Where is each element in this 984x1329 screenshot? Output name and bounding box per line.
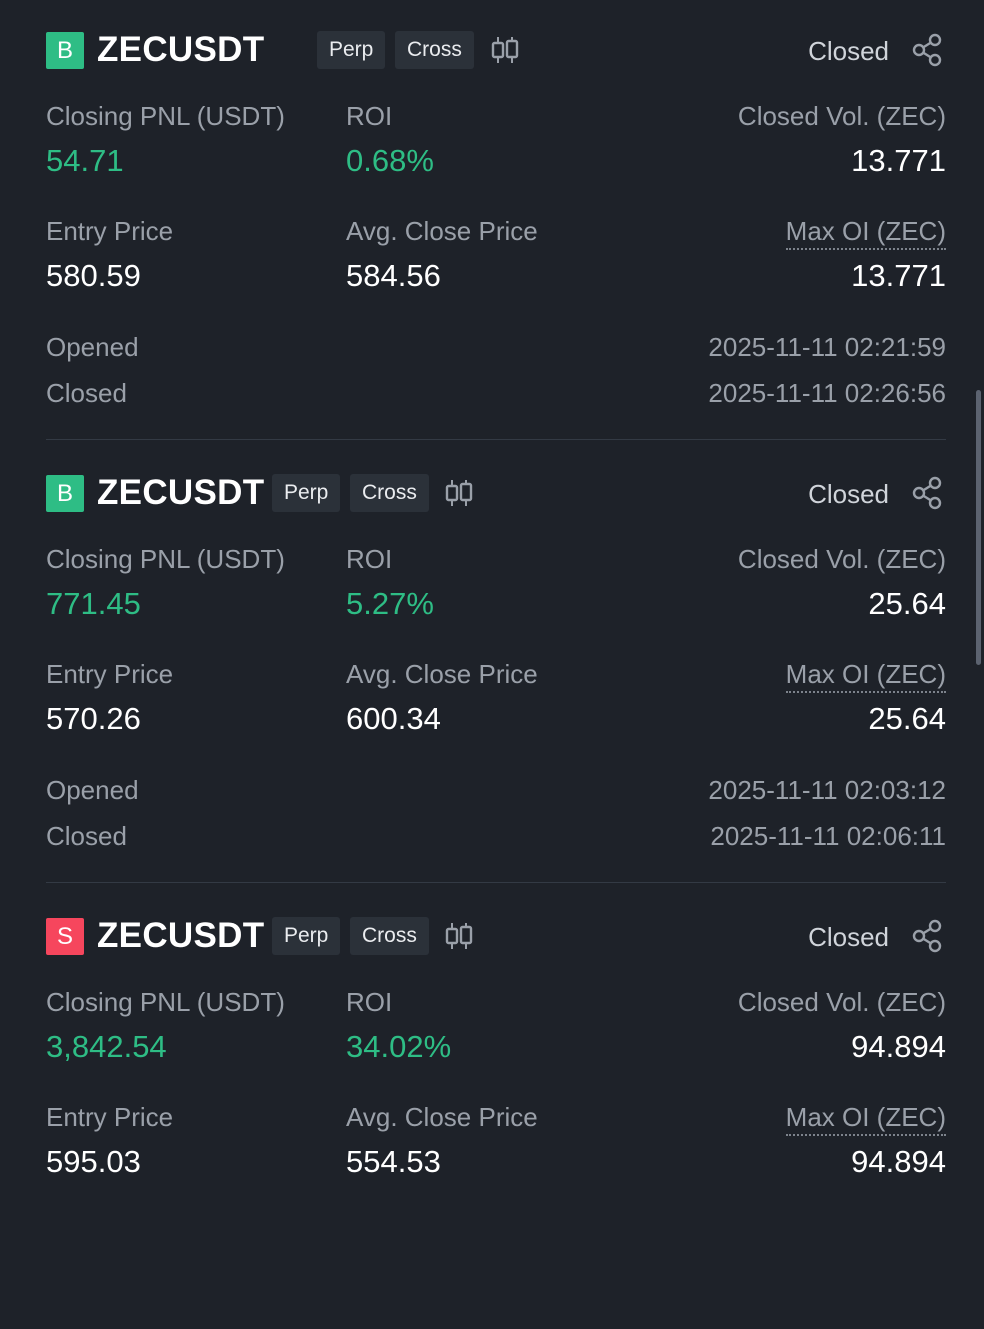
entry-price-value: 580.59 (46, 258, 141, 293)
max-oi-label[interactable]: Max OI (ZEC) (785, 658, 946, 693)
closed-vol-value: 25.64 (868, 586, 946, 621)
max-oi-value: 13.771 (851, 258, 946, 293)
scrollbar-thumb[interactable] (976, 390, 981, 665)
roi-label: ROI (346, 544, 393, 574)
margin-mode-tag: Cross (395, 31, 474, 69)
closed-time: 2025-11-11 02:26:56 (708, 378, 946, 408)
candlestick-chart-icon[interactable] (489, 34, 521, 66)
side-badge-sell: S (46, 918, 84, 955)
closing-pnl-label: Closing PNL (USDT) (46, 987, 285, 1017)
entry-price-value: 570.26 (46, 701, 141, 736)
avg-close-price-label: Avg. Close Price (346, 1102, 538, 1132)
candlestick-chart-icon[interactable] (443, 477, 475, 509)
symbol-name[interactable]: ZECUSDT (97, 916, 265, 955)
opened-time: 2025-11-11 02:03:12 (708, 775, 946, 805)
closed-vol-label: Closed Vol. (ZEC) (737, 544, 946, 574)
avg-close-price-label: Avg. Close Price (346, 216, 538, 246)
avg-close-price-value: 584.56 (346, 258, 441, 293)
share-icon[interactable] (910, 475, 944, 511)
opened-label: Opened (46, 775, 139, 805)
position-header: S ZECUSDT Perp Cross Closed (46, 916, 946, 956)
entry-price-label: Entry Price (46, 216, 174, 246)
max-oi-value: 25.64 (868, 701, 946, 736)
closed-label: Closed (46, 378, 127, 408)
closed-label: Closed (46, 821, 127, 851)
contract-type-tag: Perp (317, 31, 386, 69)
position-card: B ZECUSDT Perp Cross Closed Closing PNL … (46, 0, 946, 443)
contract-type-tag: Perp (272, 917, 341, 955)
margin-mode-tag: Cross (350, 474, 429, 512)
contract-type-tag: Perp (272, 474, 341, 512)
symbol-name[interactable]: ZECUSDT (97, 473, 265, 512)
symbol-name[interactable]: ZECUSDT (97, 30, 265, 69)
position-status: Closed (808, 479, 889, 509)
position-status: Closed (808, 36, 889, 66)
avg-close-price-label: Avg. Close Price (346, 659, 538, 689)
position-header: B ZECUSDT Perp Cross Closed (46, 473, 946, 513)
entry-price-label: Entry Price (46, 1102, 174, 1132)
closed-time: 2025-11-11 02:06:11 (710, 821, 946, 851)
entry-price-label: Entry Price (46, 659, 174, 689)
position-status: Closed (808, 922, 889, 952)
share-icon[interactable] (910, 918, 944, 954)
roi-value: 0.68% (346, 143, 434, 178)
max-oi-label[interactable]: Max OI (ZEC) (785, 215, 946, 250)
margin-mode-tag: Cross (350, 917, 429, 955)
card-divider (46, 882, 946, 883)
closing-pnl-label: Closing PNL (USDT) (46, 101, 285, 131)
avg-close-price-value: 600.34 (346, 701, 441, 736)
position-card: B ZECUSDT Perp Cross Closed Closing PNL … (46, 443, 946, 886)
position-card: S ZECUSDT Perp Cross Closed Closing PNL … (46, 886, 946, 1329)
opened-time: 2025-11-11 02:21:59 (708, 332, 946, 362)
opened-label: Opened (46, 332, 139, 362)
share-icon[interactable] (910, 32, 944, 68)
closed-vol-label: Closed Vol. (ZEC) (737, 101, 946, 131)
closed-vol-value: 94.894 (851, 1029, 946, 1064)
roi-label: ROI (346, 987, 393, 1017)
entry-price-value: 595.03 (46, 1144, 141, 1179)
max-oi-label[interactable]: Max OI (ZEC) (785, 1101, 946, 1136)
closing-pnl-label: Closing PNL (USDT) (46, 544, 285, 574)
roi-value: 5.27% (346, 586, 434, 621)
closing-pnl-value: 3,842.54 (46, 1029, 167, 1064)
side-badge-buy: B (46, 475, 84, 512)
closing-pnl-value: 771.45 (46, 586, 141, 621)
candlestick-chart-icon[interactable] (443, 920, 475, 952)
closing-pnl-value: 54.71 (46, 143, 124, 178)
roi-label: ROI (346, 101, 393, 131)
side-badge-buy: B (46, 32, 84, 69)
avg-close-price-value: 554.53 (346, 1144, 441, 1179)
roi-value: 34.02% (346, 1029, 452, 1064)
closed-vol-label: Closed Vol. (ZEC) (737, 987, 946, 1017)
max-oi-value: 94.894 (851, 1144, 946, 1179)
card-divider (46, 439, 946, 440)
position-header: B ZECUSDT Perp Cross Closed (46, 30, 946, 70)
closed-vol-value: 13.771 (851, 143, 946, 178)
